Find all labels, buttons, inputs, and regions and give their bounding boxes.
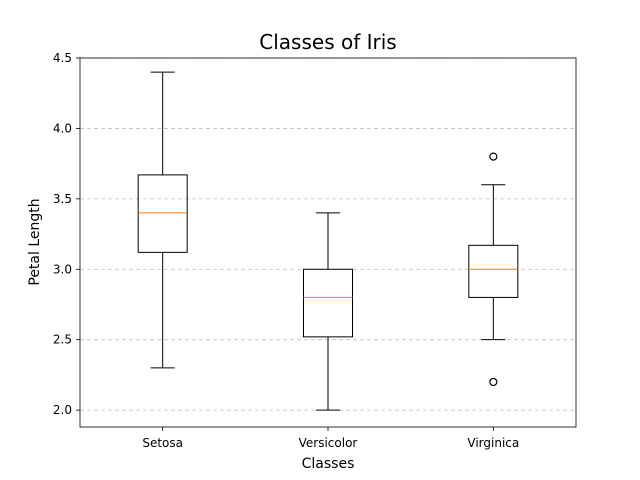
y-tick-label: 4.0 bbox=[53, 121, 72, 135]
iqr-box bbox=[137, 174, 188, 253]
y-tick-label: 3.0 bbox=[53, 262, 72, 276]
box-group-setosa bbox=[137, 71, 188, 369]
y-axis-label: Petal Length bbox=[27, 198, 43, 285]
box-group-versicolor bbox=[303, 212, 353, 411]
box-layer bbox=[137, 71, 519, 411]
x-axis-label: Classes bbox=[302, 456, 355, 472]
y-tick-label: 4.5 bbox=[53, 51, 72, 65]
y-tick-label: 2.5 bbox=[53, 333, 72, 347]
x-tick-label: Setosa bbox=[142, 436, 183, 450]
x-tick-label: Virginica bbox=[467, 436, 519, 450]
outlier-point bbox=[489, 377, 498, 387]
tick-layer: 2.0 2.5 3.0 3.5 4.0 4.5 Setosa Versicolor Virgin… bbox=[53, 51, 519, 450]
y-tick-label: 3.5 bbox=[53, 192, 72, 206]
chart-title: Classes of Iris bbox=[259, 30, 396, 54]
y-tick-label: 2.0 bbox=[53, 403, 72, 417]
iqr-box bbox=[468, 244, 519, 298]
x-tick-label: Versicolor bbox=[299, 436, 358, 450]
iqr-box bbox=[303, 268, 353, 338]
outlier-point bbox=[489, 152, 498, 161]
box-group-virginica bbox=[468, 152, 519, 387]
